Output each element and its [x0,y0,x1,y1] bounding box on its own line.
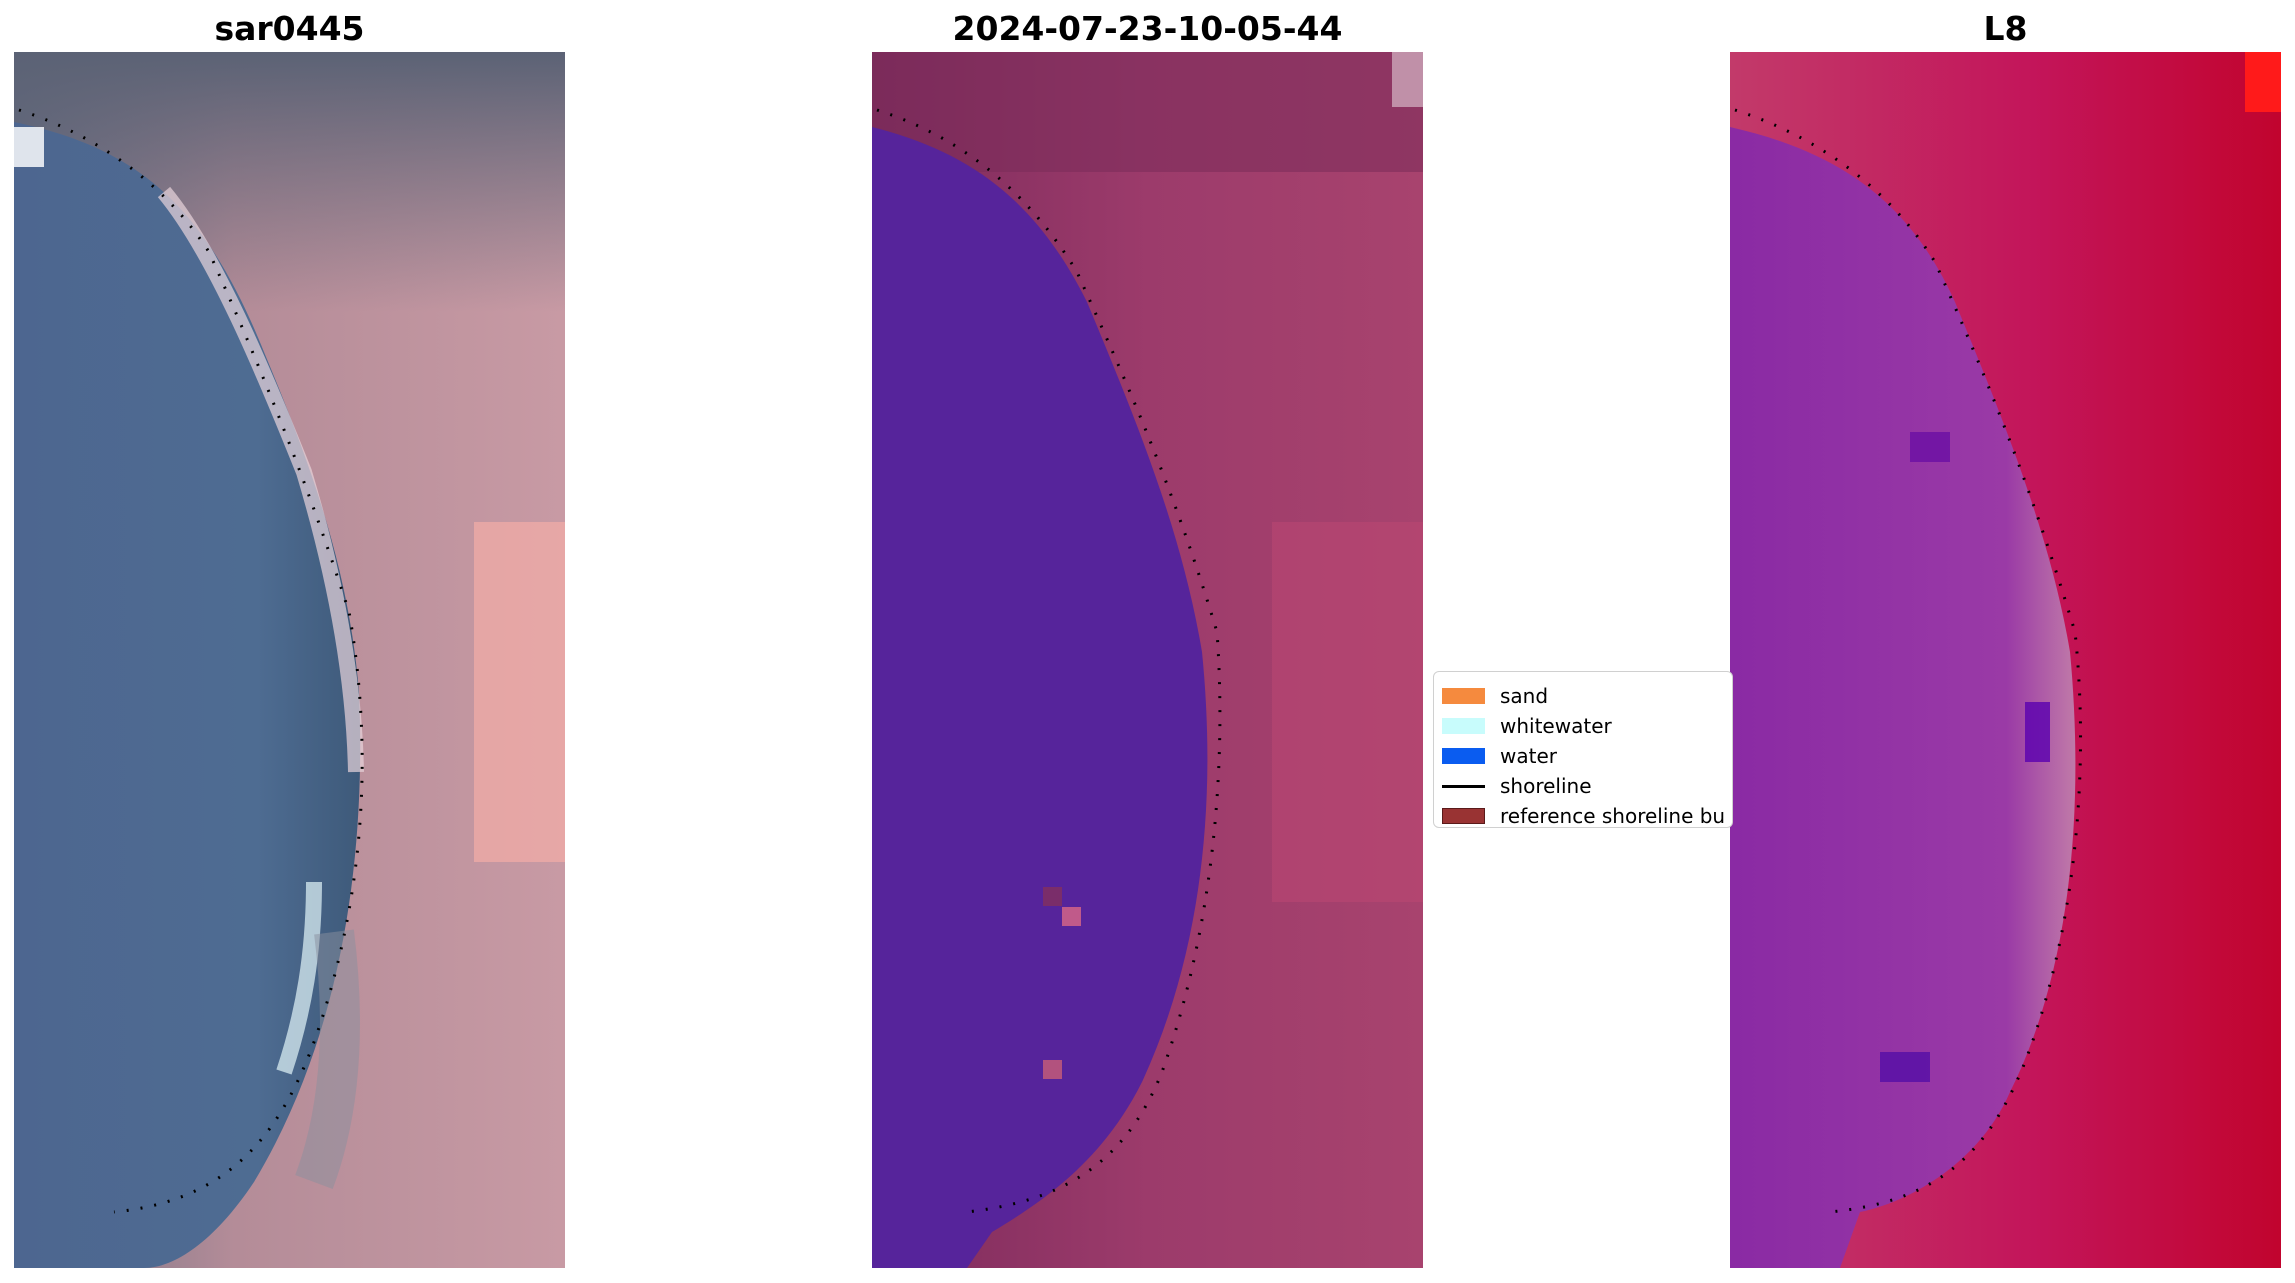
legend-line-shoreline [1442,784,1485,788]
legend-label: shoreline [1500,774,1592,798]
legend-label: sand [1500,684,1549,708]
mndwi-image [1730,52,2281,1268]
legend-label: water [1500,744,1557,768]
legend-item-whitewater: whitewater [1442,713,1612,739]
panel-title-l8: L8 [1983,9,2028,48]
legend-swatch-sand [1442,688,1485,704]
legend-label: reference shoreline bu [1500,804,1726,828]
legend-swatch-water [1442,748,1485,764]
classified-image [872,52,1423,1268]
legend-item-sand: sand [1442,683,1548,709]
legend-label: whitewater [1500,714,1612,738]
panel-title-classified: 2024-07-23-10-05-44 [952,9,1343,48]
legend-item-reference-shoreline-buffer: reference shoreline bu [1442,803,1726,828]
legend-item-water: water [1442,743,1557,769]
rgb-satellite-image [14,52,565,1268]
legend: sand whitewater water shoreline referenc… [1433,671,1733,828]
legend-swatch-whitewater [1442,718,1485,734]
panel-title-rgb: sar0445 [214,9,365,48]
legend-swatch-reference-shoreline-buffer [1442,808,1485,824]
legend-item-shoreline: shoreline [1442,773,1592,799]
